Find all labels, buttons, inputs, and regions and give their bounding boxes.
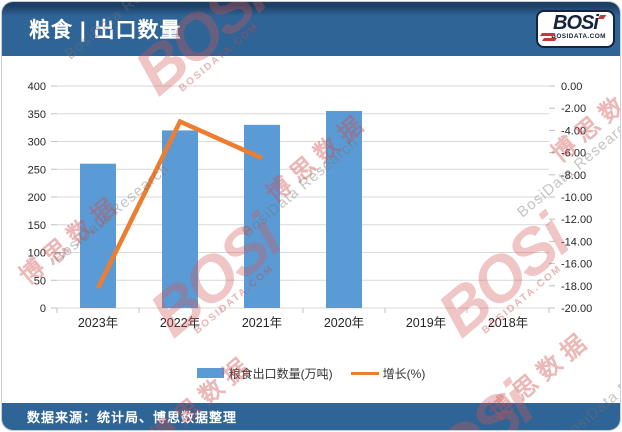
left-axis-label: 250 — [28, 164, 46, 176]
left-axis-label: 350 — [28, 109, 46, 121]
chart-area: 400 350 300 250 200 150 100 50 0 0.00 -2.00 -4.00 -6… — [2, 58, 620, 350]
trend-line — [95, 118, 263, 290]
left-axis-label: 300 — [28, 137, 46, 149]
legend-bar-label: 粮食出口数量(万吨) — [228, 366, 333, 381]
x-axis-label: 2023年 — [78, 316, 118, 330]
right-axis-label: -16.00 — [561, 259, 592, 271]
logo-wordmark: BOSi — [553, 12, 599, 34]
footer: 数据来源：统计局、博思数据整理 — [2, 403, 620, 430]
legend-bar-swatch — [196, 368, 224, 378]
left-axis-label: 400 — [28, 81, 46, 93]
x-axis-label: 2020年 — [324, 316, 364, 330]
x-axis-label: 2022年 — [160, 316, 200, 330]
x-axis-label: 2019年 — [406, 316, 446, 330]
left-axis-label: 0 — [40, 303, 46, 315]
bar — [326, 110, 362, 308]
bar — [244, 124, 280, 308]
right-axis-label: -14.00 — [561, 236, 592, 248]
logo-stripe-icon — [541, 38, 558, 41]
x-axis-label: 2018年 — [488, 316, 528, 330]
logo-stripe-icon — [539, 33, 556, 36]
left-axis-label: 200 — [28, 192, 46, 204]
right-axis-label: -4.00 — [561, 125, 586, 137]
right-axis-label: -10.00 — [561, 192, 592, 204]
left-axis-label: 150 — [28, 220, 46, 232]
data-source-note: 数据来源：统计局、博思数据整理 — [27, 410, 238, 425]
bar — [162, 130, 198, 308]
combo-chart: 400 350 300 250 200 150 100 50 0 0.00 -2.00 -4.00 -6… — [28, 81, 593, 330]
right-axis-label: -8.00 — [561, 170, 586, 182]
right-axis-label: -20.00 — [561, 303, 592, 315]
legend: 粮食出口数量(万吨) 增长(%) — [2, 363, 620, 383]
header: 粮食 | 出口数量 BOSi BOSIDATA.COM — [2, 2, 620, 56]
right-axis-label: -12.00 — [561, 214, 592, 226]
logo-domain: BOSIDATA.COM — [551, 33, 606, 40]
bosi-logo: BOSi BOSIDATA.COM — [536, 10, 615, 48]
right-axis-label: -6.00 — [561, 148, 586, 160]
right-axis-label: -2.00 — [561, 103, 586, 115]
right-axis-label: -18.00 — [561, 281, 592, 293]
legend-line-swatch — [350, 371, 379, 375]
left-axis-label: 50 — [34, 275, 46, 287]
left-axis-label: 100 — [28, 248, 46, 260]
page-title: 粮食 | 出口数量 — [29, 19, 182, 42]
x-axis-label: 2021年 — [242, 316, 282, 330]
right-axis-label: 0.00 — [561, 81, 582, 93]
legend-line-label: 增长(%) — [382, 366, 426, 381]
